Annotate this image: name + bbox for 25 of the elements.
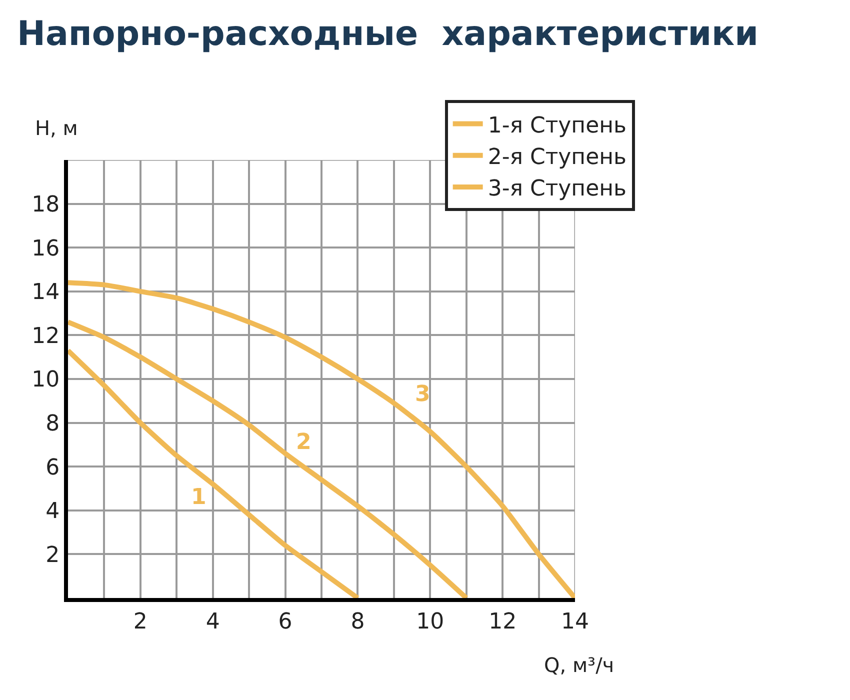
y-tick-label: 8	[46, 412, 60, 436]
y-tick-label: 4	[46, 499, 60, 524]
y-tick-label: 6	[46, 455, 60, 480]
x-tick-label: 10	[416, 609, 444, 634]
x-tick-label: 4	[206, 609, 220, 634]
legend-label: 1-я Ступень	[488, 113, 626, 138]
legend-label: 3-я Ступень	[488, 176, 626, 202]
x-tick-label: 12	[488, 609, 517, 634]
legend-label: 2-я Ступень	[488, 144, 626, 170]
y-tick-label: 10	[32, 368, 60, 393]
x-tick-label: 6	[278, 609, 292, 634]
y-tick-label: 16	[32, 236, 60, 262]
annotation: 1	[191, 485, 206, 510]
x-tick-label: 2	[133, 609, 148, 634]
annotation: 2	[296, 430, 312, 455]
x-axis-title: Q, м³/ч	[544, 653, 614, 677]
x-tick-label: 8	[350, 609, 365, 634]
y-tick-label: 2	[46, 542, 60, 568]
x-tick-label: 14	[561, 609, 589, 634]
y-tick-label: 18	[32, 192, 60, 218]
y-tick-label: 14	[32, 280, 60, 306]
chart-title: Напорно-расходные характеристики	[17, 14, 758, 54]
y-tick-label: 12	[32, 324, 60, 349]
y-axis-title: H, м	[35, 116, 78, 140]
annotation: 3	[415, 382, 430, 407]
